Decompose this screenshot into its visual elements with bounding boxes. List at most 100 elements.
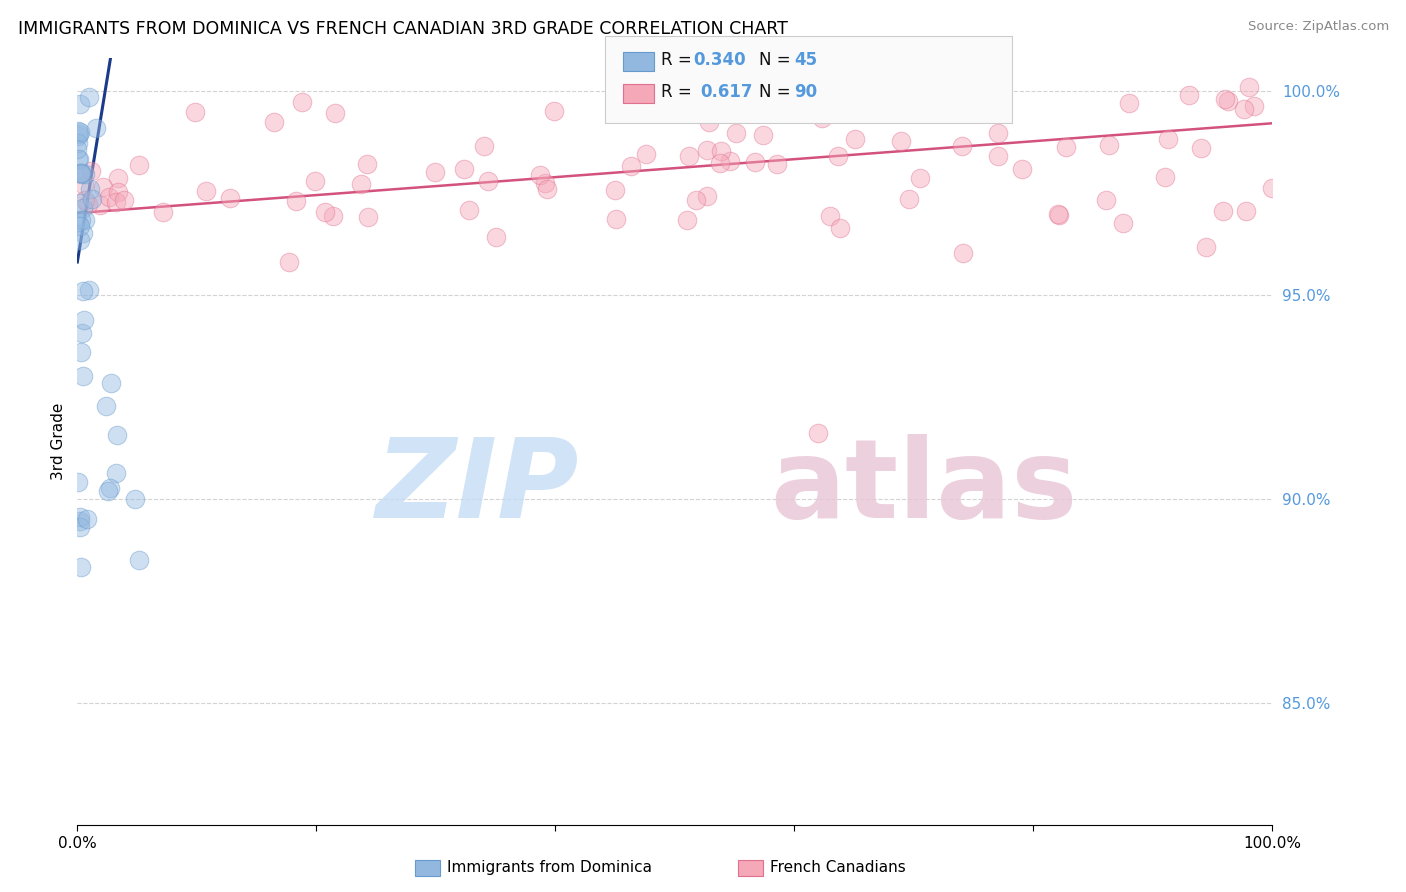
Point <box>696 144 718 158</box>
Point <box>1195 240 1218 254</box>
Point <box>1216 94 1239 108</box>
Point <box>128 553 150 567</box>
Point <box>1234 204 1257 219</box>
Point <box>72 285 94 299</box>
Point <box>314 205 336 219</box>
Point <box>952 246 974 260</box>
Point <box>184 104 207 119</box>
Point <box>69 509 91 524</box>
Point <box>219 191 242 205</box>
Point <box>67 152 90 166</box>
Point <box>675 213 697 227</box>
Point <box>710 144 733 158</box>
Point <box>1097 138 1119 153</box>
Point <box>72 369 94 384</box>
Text: French Canadians: French Canadians <box>770 860 907 874</box>
Point <box>1054 140 1077 154</box>
Point <box>457 203 479 218</box>
Point <box>636 146 658 161</box>
Point <box>950 138 973 153</box>
Point <box>105 466 128 480</box>
Point <box>765 156 787 170</box>
Point <box>72 226 94 240</box>
Point <box>1047 208 1070 222</box>
Text: atlas: atlas <box>770 434 1078 541</box>
Point <box>356 210 378 224</box>
Text: 45: 45 <box>794 51 817 69</box>
Point <box>84 120 107 135</box>
Point <box>277 255 299 269</box>
Point <box>605 212 627 227</box>
Point <box>485 229 508 244</box>
Point <box>72 201 94 215</box>
Point <box>69 520 91 534</box>
Text: 0.617: 0.617 <box>700 83 752 101</box>
Point <box>70 345 93 359</box>
Y-axis label: 3rd Grade: 3rd Grade <box>51 403 66 480</box>
Point <box>80 164 103 178</box>
Point <box>1213 92 1236 106</box>
Point <box>536 182 558 196</box>
Point <box>1189 141 1212 155</box>
Point <box>263 115 285 129</box>
Point <box>98 190 121 204</box>
Point <box>69 125 91 139</box>
Point <box>725 126 748 140</box>
Point <box>1260 181 1282 195</box>
Point <box>69 514 91 528</box>
Point <box>898 192 921 206</box>
Point <box>70 213 93 227</box>
Point <box>534 176 557 190</box>
Text: 0.340: 0.340 <box>693 51 745 69</box>
Point <box>751 128 773 142</box>
Point <box>69 219 91 233</box>
Text: Source: ZipAtlas.com: Source: ZipAtlas.com <box>1249 20 1389 33</box>
Point <box>603 183 626 197</box>
Point <box>67 127 90 141</box>
Point <box>1212 203 1234 218</box>
Point <box>1233 102 1256 116</box>
Text: IMMIGRANTS FROM DOMINICA VS FRENCH CANADIAN 3RD GRADE CORRELATION CHART: IMMIGRANTS FROM DOMINICA VS FRENCH CANAD… <box>18 20 789 37</box>
Text: 90: 90 <box>794 83 817 101</box>
Point <box>77 283 100 297</box>
Point <box>97 483 120 498</box>
Point <box>890 134 912 148</box>
Point <box>112 193 135 207</box>
Point <box>908 171 931 186</box>
Point <box>1243 99 1265 113</box>
Point <box>323 105 346 120</box>
Text: N =: N = <box>759 83 796 101</box>
Point <box>987 126 1010 140</box>
Point <box>827 149 849 163</box>
Point <box>1047 207 1070 221</box>
Point <box>69 233 91 247</box>
Point <box>322 210 344 224</box>
Point <box>696 189 718 203</box>
Point <box>290 95 312 110</box>
Point <box>69 560 91 574</box>
Point <box>718 153 741 168</box>
Point <box>529 168 551 182</box>
Point <box>472 139 495 153</box>
Point <box>76 512 98 526</box>
Point <box>543 103 565 118</box>
Point <box>89 198 111 212</box>
Point <box>100 481 122 495</box>
Point <box>1178 87 1201 102</box>
Point <box>73 312 96 326</box>
Point <box>1118 95 1140 110</box>
Point <box>73 194 96 208</box>
Point <box>284 194 307 208</box>
Point <box>66 124 89 138</box>
Point <box>70 326 93 340</box>
Point <box>697 115 720 129</box>
Point <box>987 149 1010 163</box>
Point <box>104 195 127 210</box>
Point <box>124 492 146 507</box>
Point <box>67 128 90 143</box>
Point <box>304 174 326 188</box>
Point <box>453 161 475 176</box>
Point <box>80 192 103 206</box>
Point <box>350 177 373 191</box>
Point <box>100 376 122 391</box>
